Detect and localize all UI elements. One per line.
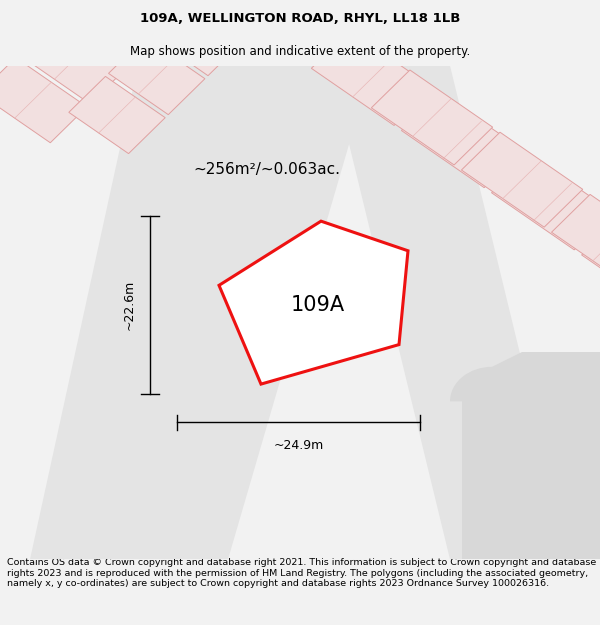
- Polygon shape: [219, 221, 408, 384]
- Text: 109A, WELLINGTON ROAD, RHYL, LL18 1LB: 109A, WELLINGTON ROAD, RHYL, LL18 1LB: [140, 12, 460, 25]
- Text: ~22.6m: ~22.6m: [122, 280, 136, 330]
- Polygon shape: [491, 155, 600, 250]
- Polygon shape: [0, 58, 87, 142]
- Polygon shape: [98, 0, 206, 26]
- Polygon shape: [19, 19, 127, 104]
- Polygon shape: [148, 0, 245, 76]
- Text: 109A: 109A: [291, 295, 345, 315]
- Text: ~24.9m: ~24.9m: [274, 439, 323, 452]
- Polygon shape: [69, 76, 165, 154]
- Polygon shape: [59, 0, 166, 65]
- Polygon shape: [311, 31, 433, 126]
- Polygon shape: [109, 38, 205, 114]
- Wedge shape: [450, 367, 492, 401]
- Text: Contains OS data © Crown copyright and database right 2021. This information is : Contains OS data © Crown copyright and d…: [7, 558, 596, 588]
- Polygon shape: [188, 0, 284, 37]
- Polygon shape: [551, 194, 600, 289]
- Polygon shape: [581, 217, 600, 312]
- Polygon shape: [330, 66, 570, 559]
- Polygon shape: [401, 92, 523, 188]
- Polygon shape: [30, 66, 372, 559]
- Polygon shape: [462, 352, 600, 559]
- Polygon shape: [371, 70, 493, 165]
- Polygon shape: [461, 132, 583, 227]
- Text: ~256m²/~0.063ac.: ~256m²/~0.063ac.: [193, 162, 341, 177]
- Text: Map shows position and indicative extent of the property.: Map shows position and indicative extent…: [130, 45, 470, 58]
